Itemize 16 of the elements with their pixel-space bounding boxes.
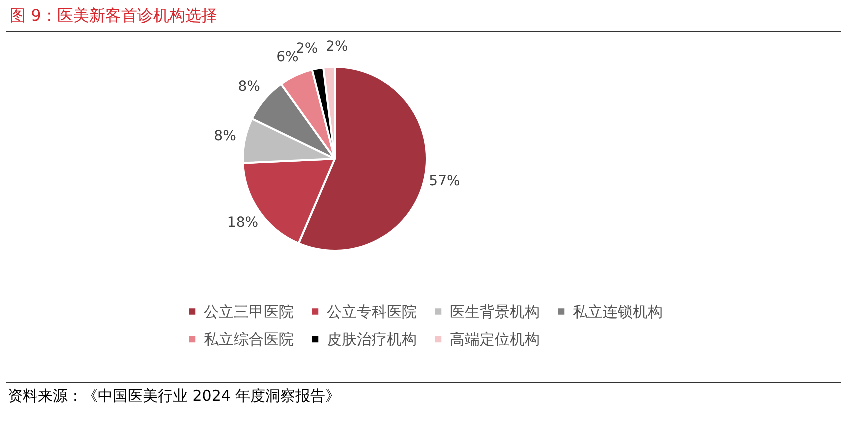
legend-label: 皮肤治疗机构 [326,330,416,348]
chart-title: 图 9：医美新客首诊机构选择 [6,6,841,32]
legend-label: 公立三甲医院 [204,302,294,321]
data-label: 8% [238,78,260,95]
legend-label: 高端定位机构 [450,330,540,348]
data-label: 8% [214,128,236,145]
data-label: 6% [276,49,298,66]
text: 资料来源：《中国医美行业 2024 年度洞察报告》 [6,382,841,406]
data-label: 57% [428,173,460,190]
legend-label: 医生背景机构 [450,302,540,321]
legend-label: 公立专科医院 [326,302,416,321]
data-label: 18% [226,214,258,231]
data-label: 2% [296,40,318,57]
legend-label: 私立综合医院 [204,330,294,348]
legend-label: 私立连锁机构 [572,302,662,321]
data-label: 2% [326,39,348,56]
